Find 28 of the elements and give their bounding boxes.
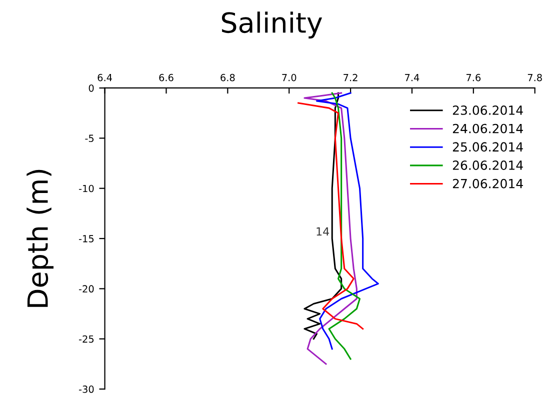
chart-title: Salinity (222, 12, 322, 38)
line-series (304, 92, 342, 340)
y-tick-label: 0 (88, 84, 94, 92)
line-series (298, 102, 364, 330)
line-series (328, 92, 361, 360)
x-tick-label: 6.6 (159, 74, 174, 82)
x-tick-label: 7.6 (466, 74, 481, 82)
x-tick-label: 6.4 (98, 74, 112, 82)
line-series (316, 92, 379, 350)
y-tick-label: -5 (85, 134, 94, 142)
y-tick-label: -30 (78, 386, 94, 393)
y-tick-label: -10 (78, 184, 94, 192)
x-tick-label: 7.8 (528, 74, 542, 82)
x-tick-label: 7.0 (282, 74, 296, 82)
y-tick-label: -15 (78, 235, 94, 242)
line-series (304, 92, 358, 365)
legend-label: 24.06.2014 (452, 124, 523, 134)
x-tick-label: 7.4 (405, 74, 420, 82)
x-tick-label: 6.8 (220, 74, 235, 82)
legend-label: 27.06.2014 (452, 178, 523, 188)
y-tick-label: -20 (78, 285, 94, 293)
x-tick-label: 7.2 (344, 74, 358, 82)
y-tick-label: -25 (78, 335, 94, 343)
annotation: 14 (316, 227, 330, 236)
y-axis-title: Depth (m) (26, 170, 54, 307)
legend-label: 26.06.2014 (452, 160, 523, 170)
legend-label: 25.06.2014 (452, 142, 523, 152)
legend-label: 23.06.2014 (452, 105, 523, 115)
